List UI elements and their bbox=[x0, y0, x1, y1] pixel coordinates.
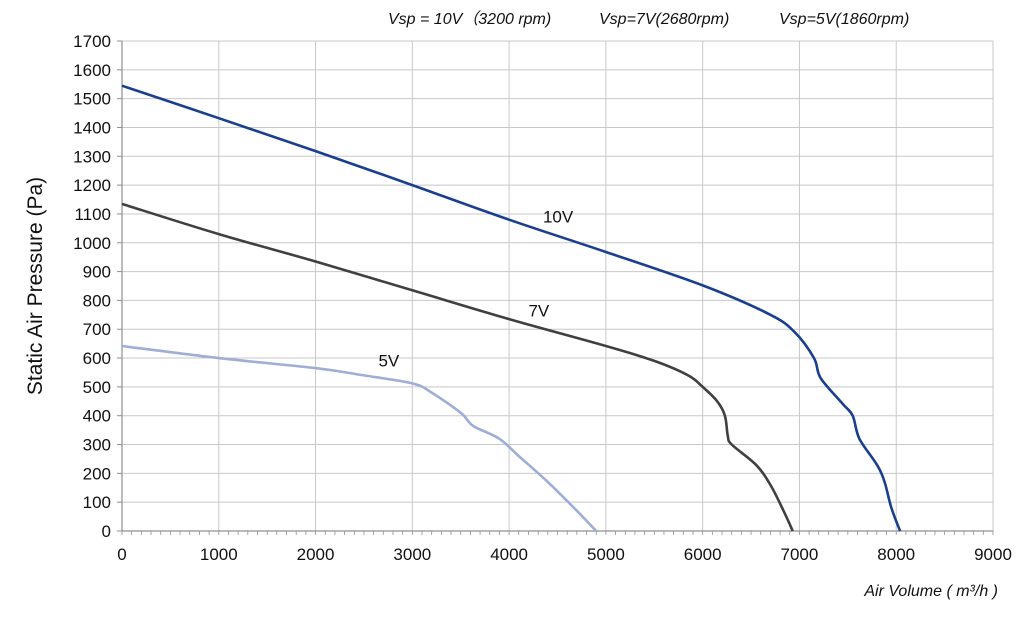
x-minor-ticks bbox=[121, 531, 994, 535]
y-tick-label: 200 bbox=[83, 464, 111, 483]
y-tick-label: 900 bbox=[83, 263, 111, 282]
x-tick-label: 8000 bbox=[877, 545, 915, 564]
y-tick-label: 100 bbox=[83, 493, 111, 512]
y-tick-label: 1100 bbox=[74, 205, 111, 224]
curve-label-5v: 5V bbox=[378, 352, 399, 371]
y-tick-label: 1200 bbox=[73, 176, 111, 195]
series-line-10v bbox=[121, 84, 902, 532]
curve-labels: 10V 7V 5V bbox=[378, 208, 573, 371]
series-lines bbox=[121, 84, 902, 532]
y-tick-label: 1000 bbox=[73, 234, 111, 253]
y-tick-label: 1600 bbox=[73, 61, 111, 80]
title-part-10v: Vsp = 10V（3200 rpm) bbox=[388, 10, 551, 28]
x-tick-label: 4000 bbox=[490, 545, 528, 564]
x-tick-label: 1000 bbox=[200, 545, 238, 564]
x-tick-label: 0 bbox=[117, 545, 126, 564]
title-part-5v: Vsp=5V(1860rpm) bbox=[779, 11, 909, 28]
y-tick-label: 800 bbox=[83, 291, 111, 310]
y-tick-label: 1400 bbox=[73, 118, 111, 137]
y-tick-label: 1700 bbox=[73, 32, 111, 51]
y-tick-label: 700 bbox=[83, 320, 111, 339]
x-tick-labels: 0 1000 2000 3000 4000 5000 6000 7000 8000 9000 bbox=[117, 545, 1012, 564]
y-tick-label: 1300 bbox=[73, 147, 111, 166]
curve-label-7v: 7V bbox=[528, 301, 549, 320]
y-tick-label: 500 bbox=[83, 378, 111, 397]
y-tick-labels: 0 100 200 300 400 500 600 700 800 900 1000 1100 1200… bbox=[73, 32, 111, 541]
series-line-5v bbox=[121, 344, 598, 532]
x-axis-label: Air Volume ( m³/h ) bbox=[863, 583, 998, 600]
chart-title: Vsp = 10V（3200 rpm) Vsp=7V(2680rpm) Vsp=… bbox=[388, 10, 909, 28]
title-part-7v: Vsp=7V(2680rpm) bbox=[599, 11, 729, 28]
x-tick-label: 3000 bbox=[393, 545, 431, 564]
y-axis-label: Static Air Pressure (Pa) bbox=[24, 177, 47, 395]
x-tick-label: 5000 bbox=[587, 545, 625, 564]
grid bbox=[121, 40, 994, 532]
y-tick-label: 400 bbox=[83, 407, 111, 426]
x-tick-label: 2000 bbox=[297, 545, 335, 564]
axes bbox=[117, 40, 993, 532]
y-tick-label: 1500 bbox=[73, 90, 111, 109]
y-tick-label: 600 bbox=[83, 349, 111, 368]
y-tick-label: 0 bbox=[102, 522, 111, 541]
series-line-7v bbox=[121, 202, 794, 532]
curve-label-10v: 10V bbox=[543, 208, 574, 227]
x-tick-label: 6000 bbox=[684, 545, 722, 564]
x-tick-label: 7000 bbox=[781, 545, 819, 564]
y-tick-label: 300 bbox=[83, 436, 111, 455]
x-tick-label: 9000 bbox=[974, 545, 1012, 564]
